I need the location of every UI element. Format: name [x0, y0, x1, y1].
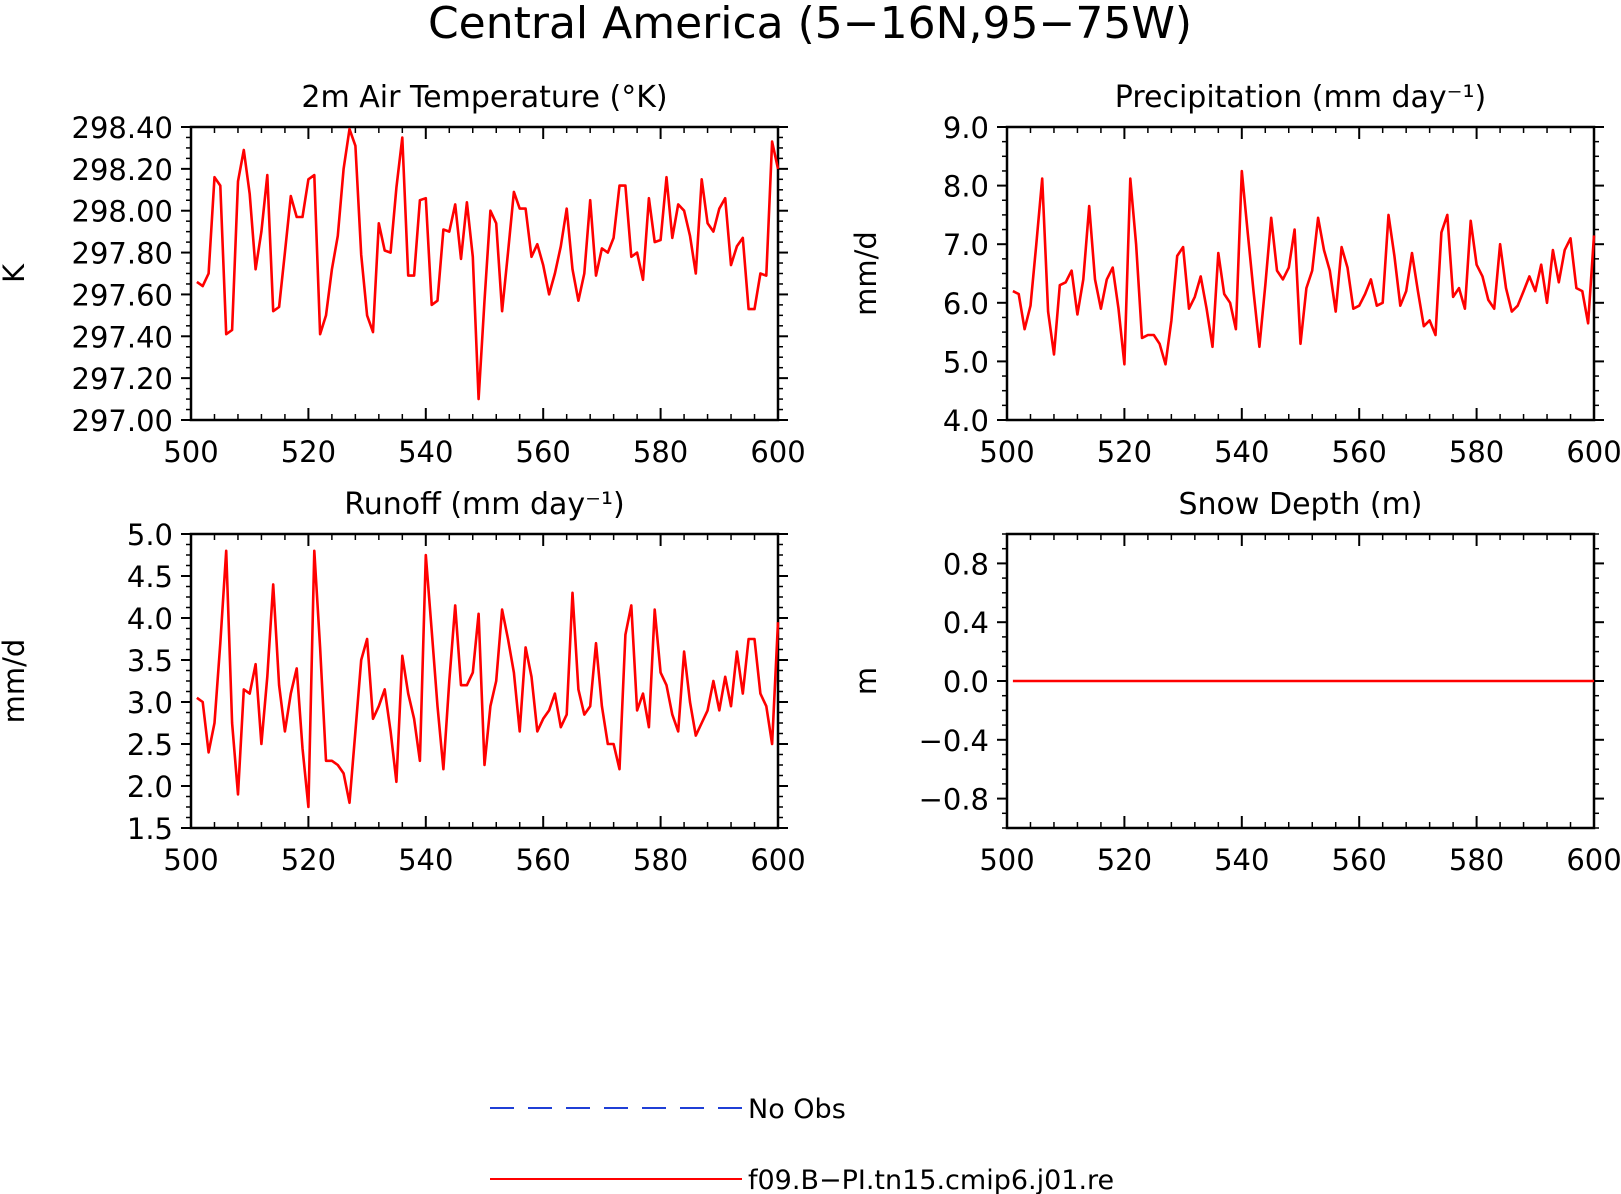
y-tick-label: −0.8: [919, 783, 989, 817]
y-tick-label: 297.60: [72, 278, 173, 312]
x-tick-label: 600: [750, 843, 805, 877]
series-line: [196, 549, 780, 809]
y-axis-label: mm/d: [0, 639, 31, 724]
y-tick-label: 3.5: [127, 644, 173, 678]
x-tick-label: 600: [1566, 435, 1621, 469]
y-tick-label: 8.0: [943, 170, 989, 204]
y-tick-label: 5.0: [943, 345, 989, 379]
x-tick-label: 520: [1097, 435, 1152, 469]
panel-title: Snow Depth (m): [1178, 487, 1422, 522]
y-tick-label: 1.5: [127, 812, 173, 846]
y-tick-label: 297.80: [72, 237, 173, 271]
x-tick-label: 580: [1449, 435, 1504, 469]
x-tick-label: 600: [1566, 843, 1621, 877]
y-tick-label: 7.0: [943, 228, 989, 262]
x-tick-label: 560: [1332, 843, 1387, 877]
x-tick-label: 560: [516, 435, 571, 469]
y-axis-label: K: [0, 263, 31, 283]
x-tick-label: 580: [1449, 843, 1504, 877]
y-tick-label: 5.0: [127, 518, 173, 552]
y-tick-label: 6.0: [943, 287, 989, 321]
y-tick-label: 297.20: [72, 362, 173, 396]
panel-title: Runoff (mm day⁻¹): [344, 487, 625, 522]
panel-title: 2m Air Temperature (°K): [301, 80, 667, 115]
y-tick-label: 298.40: [72, 111, 173, 145]
panels: 2m Air Temperature (°K) 500 520 540 560 580 60…: [0, 80, 1621, 877]
panel-title: Precipitation (mm day⁻¹): [1115, 80, 1486, 115]
x-tick-label: 580: [633, 843, 688, 877]
series-line: [1012, 169, 1596, 366]
y-tick-label: 3.0: [127, 686, 173, 720]
x-tick-label: 560: [516, 843, 571, 877]
x-tick-label: 540: [1214, 843, 1269, 877]
x-tick-label: 500: [979, 435, 1034, 469]
panel-3: Runoff (mm day⁻¹) 500 520 540 560 580 600 1.5 2.…: [0, 487, 806, 877]
y-tick-label: 4.0: [943, 404, 989, 438]
y-tick-label: 0.8: [943, 547, 989, 581]
x-tick-label: 540: [1214, 435, 1269, 469]
legend-label: No Obs: [748, 1094, 846, 1125]
y-tick-label: 0.0: [943, 665, 989, 699]
x-tick-label: 500: [163, 435, 218, 469]
x-tick-label: 600: [750, 435, 805, 469]
y-tick-label: 9.0: [943, 111, 989, 145]
y-tick-label: 2.5: [127, 728, 173, 762]
x-tick-label: 540: [398, 843, 453, 877]
y-tick-label: 298.00: [72, 195, 173, 229]
y-tick-label: −0.4: [919, 724, 989, 758]
x-tick-label: 520: [1097, 843, 1152, 877]
y-tick-label: 297.00: [72, 404, 173, 438]
y-tick-label: 297.40: [72, 320, 173, 354]
x-tick-label: 520: [281, 435, 336, 469]
y-tick-label: 0.4: [943, 606, 989, 640]
y-axis-label: mm/d: [849, 231, 883, 316]
x-tick-label: 560: [1332, 435, 1387, 469]
figure-title: Central America (5−16N,95−75W): [428, 0, 1192, 49]
x-tick-label: 540: [398, 435, 453, 469]
y-tick-label: 298.20: [72, 153, 173, 187]
x-tick-label: 500: [979, 843, 1034, 877]
plot-frame: [189, 125, 780, 422]
legend: No Obs f09.B−PI.tn15.cmip6.j01.re: [490, 1094, 1114, 1194]
y-axis-label: m: [849, 667, 883, 695]
x-tick-label: 500: [163, 843, 218, 877]
panel-1: 2m Air Temperature (°K) 500 520 540 560 580 60…: [0, 80, 806, 469]
legend-label: f09.B−PI.tn15.cmip6.j01.re: [748, 1165, 1114, 1194]
x-tick-label: 580: [633, 435, 688, 469]
x-tick-label: 520: [281, 843, 336, 877]
panel-2: Precipitation (mm day⁻¹) 500 520 540 560 580 6…: [849, 80, 1621, 469]
y-tick-label: 2.0: [127, 770, 173, 804]
y-tick-label: 4.0: [127, 602, 173, 636]
series-line: [196, 127, 780, 401]
y-tick-label: 4.5: [127, 560, 173, 594]
panel-4: Snow Depth (m) 500 520 540 560 580 600 −0.8 −0.4…: [849, 487, 1621, 877]
